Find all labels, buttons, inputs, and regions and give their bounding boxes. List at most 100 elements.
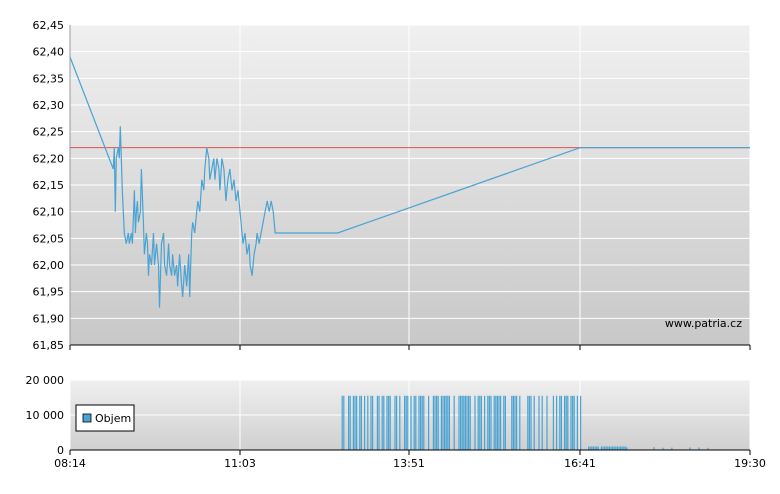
price-y-tick-label: 62,15 (33, 179, 65, 192)
volume-bar (591, 446, 593, 450)
volume-bar (405, 395, 407, 451)
volume-bar (604, 446, 606, 450)
volume-bar (596, 446, 598, 450)
volume-bar (432, 395, 434, 451)
volume-bar (623, 446, 625, 450)
volume-bar (376, 395, 378, 451)
price-y-tick-label: 62,40 (33, 46, 65, 59)
volume-bar (511, 395, 513, 451)
volume-bar (490, 395, 492, 451)
volume-bar (428, 395, 430, 451)
volume-bar (404, 395, 406, 451)
volume-bar (378, 395, 380, 451)
volume-bar (383, 395, 385, 451)
volume-bar (576, 395, 578, 451)
volume-bar (399, 395, 401, 451)
volume-bar (480, 395, 482, 451)
volume-bar (495, 395, 497, 451)
x-tick-label: 19:30 (734, 457, 766, 470)
volume-bar (394, 395, 396, 451)
volume-bar (349, 395, 351, 451)
volume-bar (445, 395, 447, 451)
volume-bar (488, 395, 490, 451)
volume-bar (503, 395, 505, 451)
volume-bar (359, 395, 361, 451)
price-y-tick-label: 62,45 (33, 19, 65, 32)
volume-bar (573, 395, 575, 451)
price-y-axis: 62,45 62,40 62,35 62,30 62,25 62,20 62,15 62,10… (33, 19, 65, 352)
volume-bar (466, 395, 468, 451)
volume-bar (560, 395, 562, 451)
price-y-tick-label: 62,00 (33, 259, 65, 272)
volume-y-axis: 20 000 10 000 0 (26, 374, 65, 457)
volume-bar (616, 446, 618, 450)
x-tick-label: 08:14 (54, 457, 86, 470)
volume-bar (533, 395, 535, 451)
volume-bar (360, 395, 362, 451)
volume-bar (620, 446, 622, 450)
volume-bar (447, 395, 449, 451)
x-tick-label: 16:41 (564, 457, 596, 470)
volume-bar (370, 395, 372, 451)
volume-bar (460, 395, 462, 451)
volume-bar (356, 395, 358, 451)
volume-bar (512, 395, 514, 451)
volume-bar (388, 395, 390, 451)
volume-y-tick-label: 0 (57, 444, 64, 457)
volume-bar (487, 395, 489, 451)
volume-bar (567, 395, 569, 451)
volume-bar (453, 395, 455, 451)
volume-bar (474, 395, 476, 451)
price-y-tick-label: 61,95 (33, 286, 65, 299)
x-tick-label: 13:51 (393, 457, 425, 470)
volume-bar (528, 395, 530, 451)
volume-bar (407, 395, 409, 451)
volume-bar (589, 446, 591, 450)
volume-bar (421, 395, 423, 451)
volume-bar (437, 395, 439, 451)
volume-bar (354, 395, 356, 451)
volume-bar (367, 395, 369, 451)
price-series-line (69, 56, 750, 308)
volume-bar (496, 395, 498, 451)
volume-bar (608, 446, 610, 450)
volume-bar (592, 446, 594, 450)
volume-bar (541, 395, 543, 451)
volume-bar (341, 395, 343, 451)
volume-bar (372, 395, 374, 451)
price-x-ticks (69, 345, 751, 350)
volume-bar (564, 395, 566, 451)
price-y-tick-label: 62,35 (33, 72, 65, 85)
volume-bar (605, 446, 607, 450)
volume-bar (600, 446, 602, 450)
price-y-tick-label: 62,10 (33, 206, 65, 219)
volume-bars (341, 395, 709, 451)
legend-swatch (82, 413, 92, 423)
volume-bar (698, 447, 700, 450)
volume-bar (389, 395, 391, 451)
volume-bar (572, 395, 574, 451)
volume-bar (498, 395, 500, 451)
volume-bar (519, 395, 521, 451)
price-panel: 62,45 62,40 62,35 62,30 62,25 62,20 62,15 62,10… (33, 19, 751, 352)
price-y-tick-label: 62,05 (33, 232, 65, 245)
volume-bar (348, 395, 350, 451)
volume-y-tick-label: 10 000 (26, 409, 65, 422)
volume-bar (546, 395, 548, 451)
volume-bar (618, 446, 620, 450)
volume-bar (479, 395, 481, 451)
volume-bar (420, 395, 422, 451)
volume-bar (602, 446, 604, 450)
volume-y-tick-label: 20 000 (26, 374, 65, 387)
volume-bar (440, 395, 442, 451)
price-y-tick-label: 62,20 (33, 152, 65, 165)
volume-bar (565, 395, 567, 451)
volume-bar (477, 395, 479, 451)
volume-bar (624, 446, 626, 450)
volume-bar (671, 447, 673, 450)
price-y-tick-label: 62,30 (33, 99, 65, 112)
volume-legend: Objem (75, 404, 135, 432)
volume-bar (653, 447, 655, 450)
